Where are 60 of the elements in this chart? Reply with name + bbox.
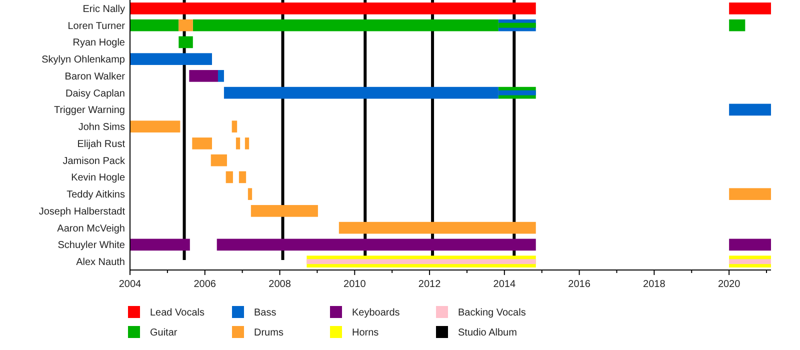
x-tick-label: 2016 bbox=[568, 279, 591, 290]
legend-label: Keyboards bbox=[352, 308, 400, 318]
y-tick-label: Aaron McVeigh bbox=[57, 223, 125, 234]
y-tick-label: Loren Turner bbox=[68, 20, 126, 32]
bar bbox=[238, 171, 246, 184]
y-tick-label: Ryan Hogle bbox=[72, 38, 126, 49]
y-tick-label: Elijah Rust bbox=[77, 138, 126, 150]
bar bbox=[729, 188, 771, 200]
legend-label: Backing Vocals bbox=[458, 308, 526, 318]
y-tick-label: Eric Nally bbox=[82, 4, 125, 15]
x-tick-label: 2020 bbox=[718, 279, 741, 290]
bar bbox=[248, 188, 252, 200]
x-tick-label: 2010 bbox=[344, 279, 366, 290]
y-tick-label: Joseph Halberstadt bbox=[38, 206, 126, 218]
legend-label: Lead Vocals bbox=[150, 308, 204, 318]
y-tick-label: John Sims bbox=[78, 122, 125, 134]
bar bbox=[729, 104, 771, 116]
bar bbox=[338, 222, 536, 234]
y-tick-label: Kevin Hogle bbox=[71, 172, 126, 184]
bar bbox=[130, 19, 179, 32]
y-tick-label: Teddy Aitkins bbox=[66, 190, 125, 201]
bar bbox=[236, 138, 240, 150]
y-tick-label: Trigger Warning bbox=[54, 105, 125, 116]
bar bbox=[189, 70, 218, 82]
bar bbox=[729, 259, 771, 264]
x-tick-label: 2018 bbox=[643, 279, 666, 290]
bar bbox=[130, 120, 180, 132]
x-tick-label: 2014 bbox=[493, 279, 516, 290]
bar bbox=[729, 19, 746, 32]
legend-label: Drums bbox=[254, 328, 284, 338]
y-tick-label: Schuyler White bbox=[58, 240, 126, 252]
legend-label: Studio Album bbox=[458, 328, 517, 338]
legend-label: Bass bbox=[254, 308, 276, 318]
bar bbox=[216, 238, 536, 251]
bar bbox=[130, 238, 190, 251]
bar bbox=[178, 19, 193, 32]
bar bbox=[729, 2, 771, 14]
bar bbox=[244, 138, 250, 150]
y-tick-label: Jamison Pack bbox=[62, 156, 126, 167]
bar bbox=[210, 154, 227, 166]
bar bbox=[130, 2, 536, 14]
x-tick-label: 2004 bbox=[118, 279, 142, 290]
bar bbox=[226, 171, 233, 184]
bar bbox=[192, 138, 212, 150]
x-tick-label: 2006 bbox=[194, 279, 216, 290]
bar bbox=[729, 238, 771, 251]
bar bbox=[218, 70, 224, 82]
y-tick-label: Alex Nauth bbox=[76, 257, 125, 268]
y-tick-label: Baron Walker bbox=[64, 71, 126, 82]
y-tick-label: Skylyn Ohlenkamp bbox=[42, 54, 126, 66]
bar bbox=[306, 259, 536, 264]
bar bbox=[130, 53, 212, 65]
bar bbox=[232, 120, 238, 132]
bar bbox=[250, 205, 318, 217]
legend-label: Horns bbox=[352, 328, 379, 338]
x-tick-label: 2008 bbox=[268, 279, 292, 290]
legend-label: Guitar bbox=[150, 328, 178, 338]
x-tick-label: 2012 bbox=[418, 279, 442, 290]
y-tick-label: Daisy Caplan bbox=[66, 88, 125, 100]
bar bbox=[178, 36, 193, 48]
